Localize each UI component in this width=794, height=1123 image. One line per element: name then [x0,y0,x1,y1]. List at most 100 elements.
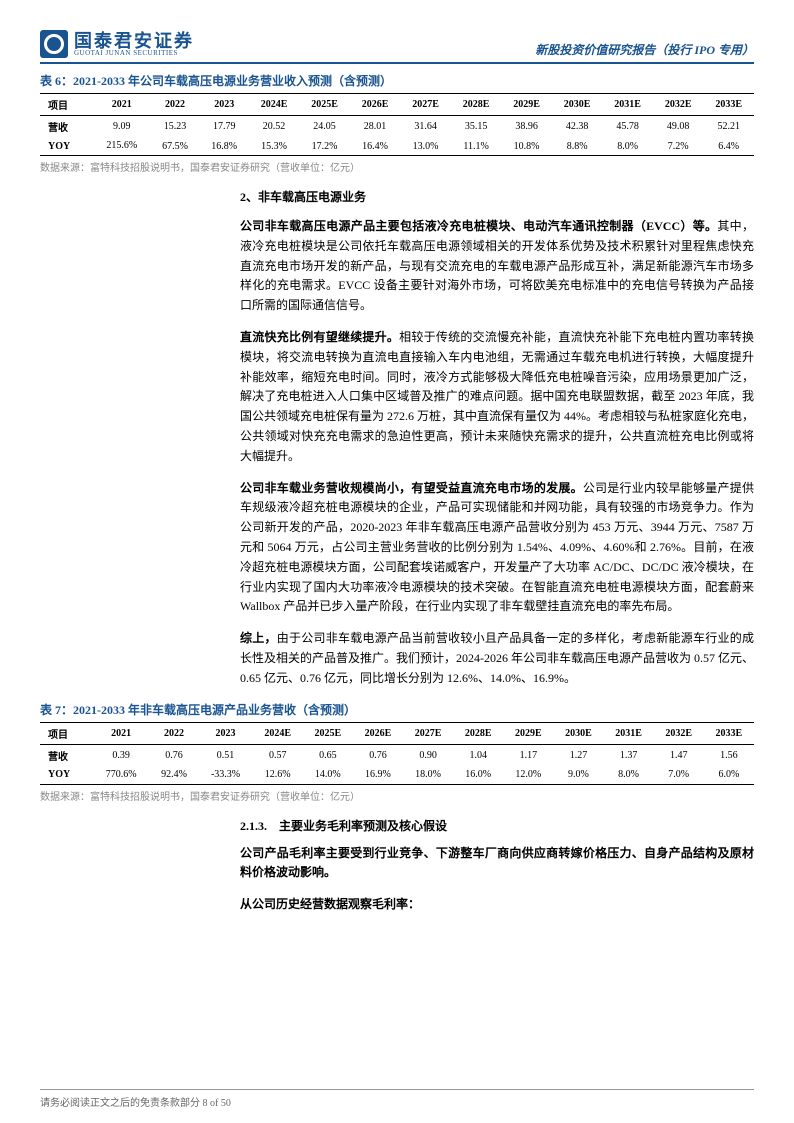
table-header: 2024E [249,94,300,116]
section213-p1: 公司产品毛利率主要受到行业竞争、下游整车厂商向供应商转嫁价格压力、自身产品结构及… [240,844,754,884]
table-cell: 0.39 [93,744,150,766]
table-cell: 1.04 [453,744,503,766]
table-header: 项目 [40,722,93,744]
row-label: YOY [40,137,93,156]
section213-p2: 从公司历史经营数据观察毛利率： [240,895,754,915]
table-cell: 10.8% [501,137,552,156]
table-cell: 0.76 [150,744,199,766]
row-label: 营收 [40,744,93,766]
table-cell: 0.90 [403,744,453,766]
row-label: 营收 [40,116,93,138]
table-cell: 11.1% [451,137,502,156]
table-header: 2022 [150,722,199,744]
table-cell: 7.0% [654,766,704,785]
table-header: 2030E [553,722,603,744]
table-header: 2031E [604,722,654,744]
table-cell: 6.4% [703,137,754,156]
table-cell: 8.0% [602,137,653,156]
table-cell: 1.56 [704,744,754,766]
table6: 项目2021202220232024E2025E2026E2027E2028E2… [40,93,754,156]
table-header: 2032E [653,94,704,116]
table-cell: -33.3% [198,766,252,785]
table-cell: 1.47 [654,744,704,766]
table-cell: 16.0% [453,766,503,785]
table-header: 2025E [299,94,350,116]
table-cell: 18.0% [403,766,453,785]
table-header: 2032E [654,722,704,744]
section2-p1: 公司非车载高压电源产品主要包括液冷充电桩模块、电动汽车通讯控制器（EVCC）等。… [240,217,754,316]
table-cell: 16.8% [200,137,249,156]
table7: 项目2021202220232024E2025E2026E2027E2028E2… [40,722,754,785]
table-header: 2023 [198,722,252,744]
table-header: 2026E [350,94,401,116]
table-header: 2026E [353,722,403,744]
table-cell: 9.0% [553,766,603,785]
table-cell: 24.05 [299,116,350,138]
page-footer: 请务必阅读正文之后的免责条款部分 8 of 50 [40,1089,754,1109]
table-cell: 49.08 [653,116,704,138]
table-cell: 0.51 [198,744,252,766]
table-cell: 42.38 [552,116,603,138]
table-cell: 16.9% [353,766,403,785]
table-cell: 8.0% [604,766,654,785]
header-report-type: 新股投资价值研究报告（投行 IPO 专用） [535,41,754,58]
company-logo-icon [40,30,68,58]
table-cell: 13.0% [400,137,451,156]
table-header: 2027E [400,94,451,116]
section2-heading: 2、非车载高压电源业务 [240,188,754,205]
table-cell: 14.0% [303,766,353,785]
table-header: 2021 [93,94,150,116]
table-header: 2033E [704,722,754,744]
table-cell: 28.01 [350,116,401,138]
table-cell: 31.64 [400,116,451,138]
table-header: 2023 [200,94,249,116]
table-cell: 0.57 [253,744,303,766]
table-cell: 45.78 [602,116,653,138]
table-header: 2033E [703,94,754,116]
section213-heading: 2.1.3. 主要业务毛利率预测及核心假设 [240,817,754,834]
logo-en-text: GUOTAI JUNAN SECURITIES [74,50,194,57]
table-cell: 12.6% [253,766,303,785]
table-cell: 12.0% [503,766,553,785]
section2-p4: 综上，由于公司非车载电源产品当前营收较小且产品具备一定的多样化，考虑新能源车行业… [240,629,754,688]
table-header: 2031E [602,94,653,116]
table-header: 2029E [501,94,552,116]
table-cell: 15.3% [249,137,300,156]
table-cell: 20.52 [249,116,300,138]
table-cell: 8.8% [552,137,603,156]
table-cell: 1.17 [503,744,553,766]
table-cell: 6.0% [704,766,754,785]
table6-title: 表 6：2021-2033 年公司车载高压电源业务营业收入预测（含预测） [40,72,754,89]
page-header: 国泰君安证券 GUOTAI JUNAN SECURITIES 新股投资价值研究报… [40,30,754,64]
table-cell: 1.27 [553,744,603,766]
table-header: 2028E [453,722,503,744]
table-cell: 0.65 [303,744,353,766]
table6-source: 数据来源：富特科技招股说明书，国泰君安证券研究（营收单位：亿元） [40,159,754,174]
table-header: 2025E [303,722,353,744]
table-cell: 67.5% [150,137,199,156]
table-cell: 1.37 [604,744,654,766]
table-cell: 16.4% [350,137,401,156]
table-header: 2024E [253,722,303,744]
table7-title: 表 7：2021-2033 年非车载高压电源产品业务营收（含预测） [40,701,754,718]
table-cell: 770.6% [93,766,150,785]
logo-cn-text: 国泰君安证券 [74,32,194,50]
table-cell: 15.23 [150,116,199,138]
table-cell: 17.79 [200,116,249,138]
table7-source: 数据来源：富特科技招股说明书，国泰君安证券研究（营收单位：亿元） [40,788,754,803]
table-header: 2030E [552,94,603,116]
logo-area: 国泰君安证券 GUOTAI JUNAN SECURITIES [40,30,194,58]
section2-p2: 直流快充比例有望继续提升。相较于传统的交流慢充补能，直流快充补能下充电桩内置功率… [240,328,754,467]
table-header: 2027E [403,722,453,744]
table-header: 2028E [451,94,502,116]
table-cell: 35.15 [451,116,502,138]
table-header: 2029E [503,722,553,744]
table-cell: 92.4% [150,766,199,785]
section2-p3: 公司非车载业务营收规模尚小，有望受益直流充电市场的发展。公司是行业内较早能够量产… [240,479,754,618]
table-cell: 9.09 [93,116,150,138]
table-header: 项目 [40,94,93,116]
row-label: YOY [40,766,93,785]
table-cell: 38.96 [501,116,552,138]
table-cell: 52.21 [703,116,754,138]
table-header: 2021 [93,722,150,744]
